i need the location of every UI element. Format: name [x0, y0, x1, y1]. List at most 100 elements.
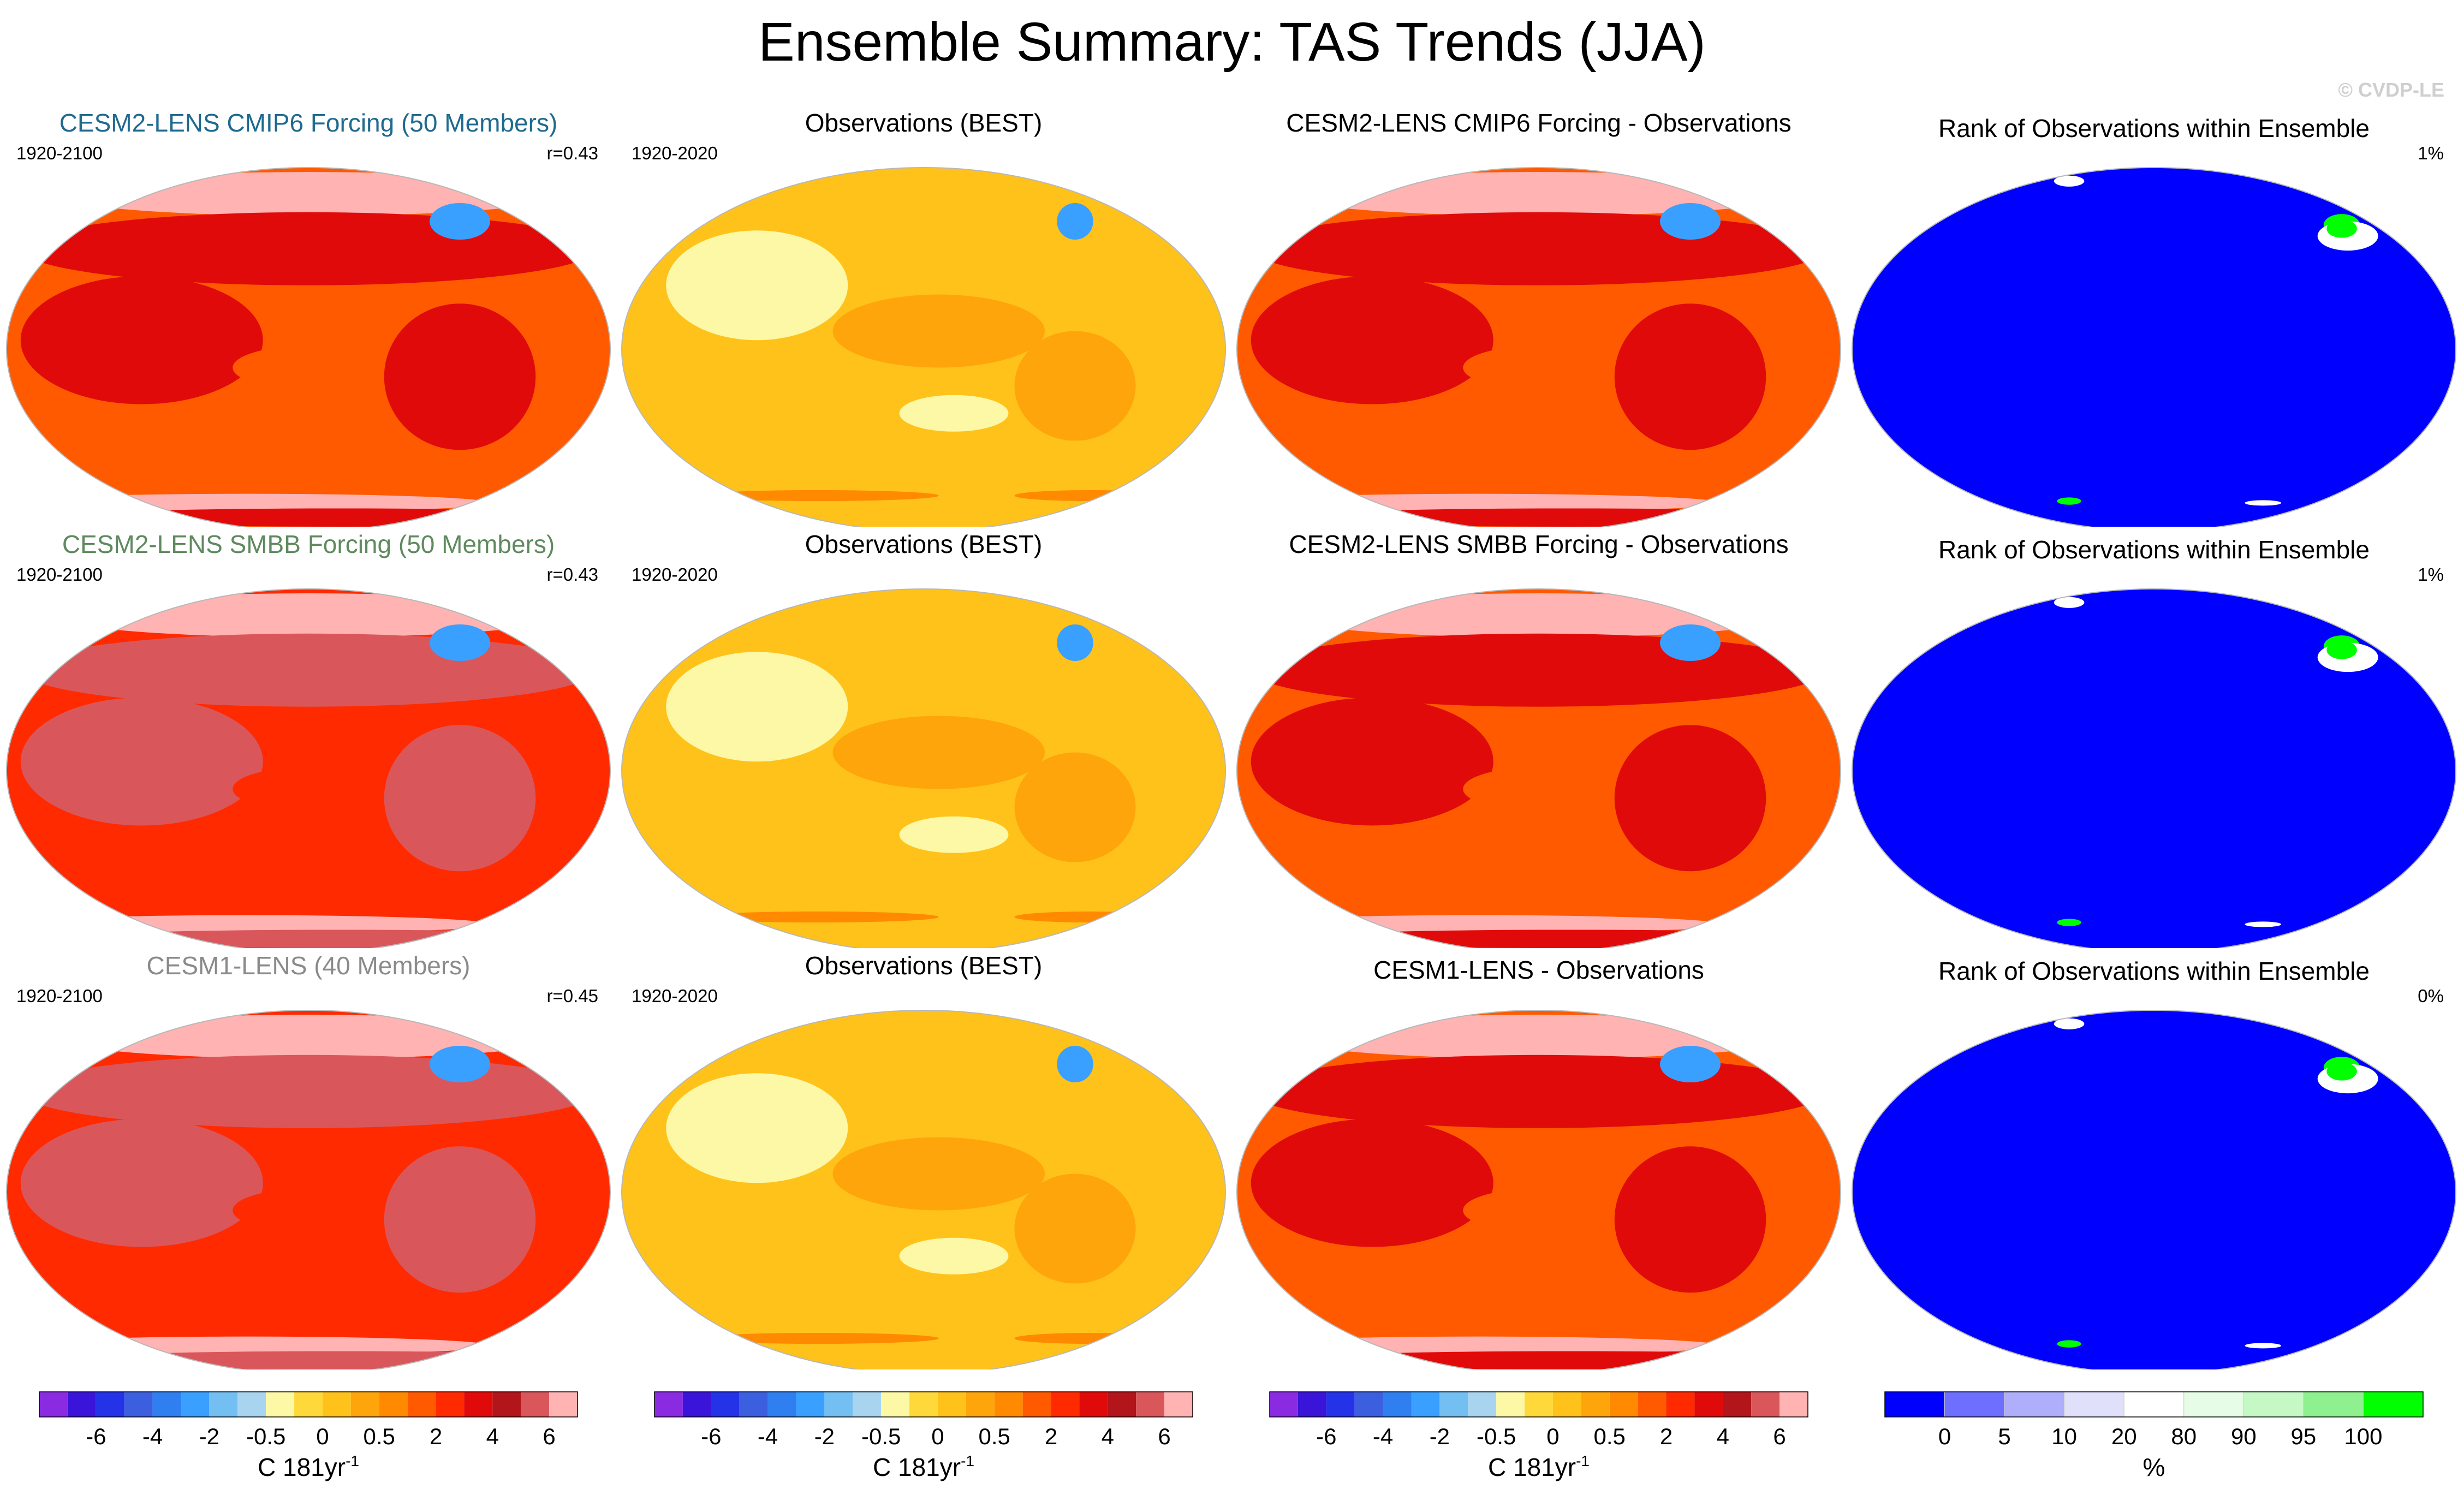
- colorbar-tick-label: 4: [486, 1424, 499, 1449]
- rank-percent-label: 0%: [2418, 986, 2444, 1006]
- map-model-row2: [6, 588, 611, 948]
- map-field: [1237, 168, 1841, 527]
- colorbar-tick-label: -2: [1430, 1424, 1450, 1449]
- land-region: [1251, 1119, 1493, 1247]
- land-region: [1281, 508, 1841, 527]
- map-rank-row1: [1852, 167, 2456, 527]
- correlation-label: r=0.45: [546, 986, 599, 1006]
- panel-title: Observations (BEST): [805, 109, 1043, 137]
- colorbar-swatch: [1439, 1392, 1468, 1417]
- land-region: [832, 1137, 1045, 1211]
- colorbar-swatch: [1051, 1392, 1080, 1417]
- map-outline: [1236, 1010, 1841, 1369]
- colorbar-swatch: [654, 1392, 683, 1417]
- significant-region: [2057, 1340, 2081, 1348]
- colorbar-swatch: [2243, 1391, 2304, 1417]
- land-region: [1251, 276, 1493, 404]
- colorbar-tick-label: -4: [758, 1424, 778, 1449]
- colorbar-frame: [654, 1391, 1193, 1417]
- colorbar-swatch: [2123, 1391, 2185, 1417]
- panel-title: CESM2-LENS SMBB Forcing (50 Members): [62, 530, 555, 558]
- colorbar-swatch: [881, 1392, 910, 1417]
- colorbar-tick-label: 2: [1660, 1424, 1673, 1449]
- colorbar-tick-label: 100: [2344, 1424, 2382, 1449]
- weak-trend-region: [666, 230, 848, 341]
- colorbar-swatch: [294, 1392, 323, 1417]
- colorbar-tick-label: 6: [543, 1424, 555, 1449]
- colorbar-swatch: [1694, 1392, 1723, 1417]
- colorbar-swatch: [994, 1392, 1023, 1417]
- land-region: [20, 1055, 597, 1128]
- colorbar-swatch: [1496, 1392, 1525, 1417]
- strong-warming-band: [1281, 172, 1796, 216]
- strong-warming-band: [1281, 1015, 1796, 1059]
- panel-obs-row2: Observations (BEST) 1920-2020: [621, 528, 1227, 948]
- map-rank-row3: [1852, 1010, 2456, 1369]
- ocean-field: [233, 767, 384, 811]
- map-outline: [6, 167, 611, 527]
- map-field: [1237, 589, 1841, 948]
- land-region: [20, 633, 597, 707]
- colorbar-tick-label: 4: [1102, 1424, 1114, 1449]
- cooling-region: [681, 1331, 730, 1338]
- colorbar-swatch: [1609, 1392, 1638, 1417]
- correlation-label: r=0.43: [546, 564, 599, 585]
- cooling-region: [1159, 908, 1197, 919]
- panel-title: CESM1-LENS (40 Members): [146, 951, 471, 980]
- colorbar-swatch: [2362, 1391, 2424, 1417]
- colorbar-swatch: [1108, 1392, 1136, 1417]
- panel-title: CESM1-LENS - Observations: [1373, 956, 1704, 984]
- map-model-row3: [6, 1010, 611, 1369]
- colorbar-swatch: [937, 1392, 966, 1417]
- colorbar-swatch: [1666, 1392, 1695, 1417]
- panel-obs-row1: Observations (BEST) 1920-2020: [621, 106, 1227, 527]
- map-outline: [1852, 167, 2456, 527]
- colorbar-swatch: [379, 1392, 408, 1417]
- cooling-region: [1159, 1329, 1197, 1341]
- map-field: [7, 1010, 610, 1369]
- colorbar-swatch: [436, 1392, 465, 1417]
- rank-percent-label: 1%: [2418, 143, 2444, 163]
- map-field: [1852, 589, 2456, 948]
- map-outline: [6, 588, 611, 948]
- land-region: [1251, 633, 1827, 707]
- cooling-region: [1660, 624, 1721, 661]
- colorbar-label: %: [2143, 1453, 2165, 1481]
- panel-title: Rank of Observations within Ensemble: [1938, 114, 2370, 142]
- colorbar-swatch: [1354, 1392, 1383, 1417]
- colorbar-tick-label: 4: [1717, 1424, 1729, 1449]
- neutral-region: [2054, 597, 2085, 608]
- colorbar-swatch: [2183, 1391, 2244, 1417]
- colorbar-swatch: [521, 1392, 550, 1417]
- land-region: [20, 698, 263, 826]
- period-label: 1920-2100: [16, 986, 103, 1006]
- cooling-region: [1057, 1046, 1093, 1082]
- weak-trend-region: [899, 395, 1009, 432]
- land-region: [1614, 1146, 1766, 1293]
- period-label: 1920-2100: [16, 143, 103, 163]
- warming-band: [696, 1332, 939, 1344]
- colorbar-swatch: [711, 1392, 740, 1417]
- land-region: [384, 725, 536, 872]
- warming-band: [1014, 911, 1166, 923]
- colorbar-swatch: [464, 1392, 493, 1417]
- neutral-region: [2245, 500, 2282, 506]
- cooling-region: [681, 488, 730, 496]
- colorbar-tick-label: 2: [430, 1424, 442, 1449]
- colorbar-tick-label: 20: [2111, 1424, 2137, 1449]
- panel-model-row2: CESM2-LENS SMBB Forcing (50 Members) 192…: [5, 528, 611, 948]
- land-region: [1014, 752, 1136, 862]
- colorbar-tick-label: 0: [1546, 1424, 1559, 1449]
- colorbar-swatch: [2303, 1391, 2364, 1417]
- colorbar-swatch: [1298, 1392, 1326, 1417]
- panel-title: CESM2-LENS CMIP6 Forcing (50 Members): [59, 109, 558, 137]
- colorbar-tick-label: 90: [2231, 1424, 2257, 1449]
- neutral-region: [2245, 1343, 2282, 1349]
- map-outline: [621, 588, 1226, 948]
- panel-diff-row3: CESM1-LENS - Observations: [1236, 949, 1842, 1369]
- significant-region: [2057, 919, 2081, 926]
- colorbar-swatch: [682, 1392, 711, 1417]
- colorbar-swatch: [181, 1392, 210, 1417]
- colorbar-tick-label: -4: [1373, 1424, 1393, 1449]
- colorbar-tick-label: -6: [1316, 1424, 1336, 1449]
